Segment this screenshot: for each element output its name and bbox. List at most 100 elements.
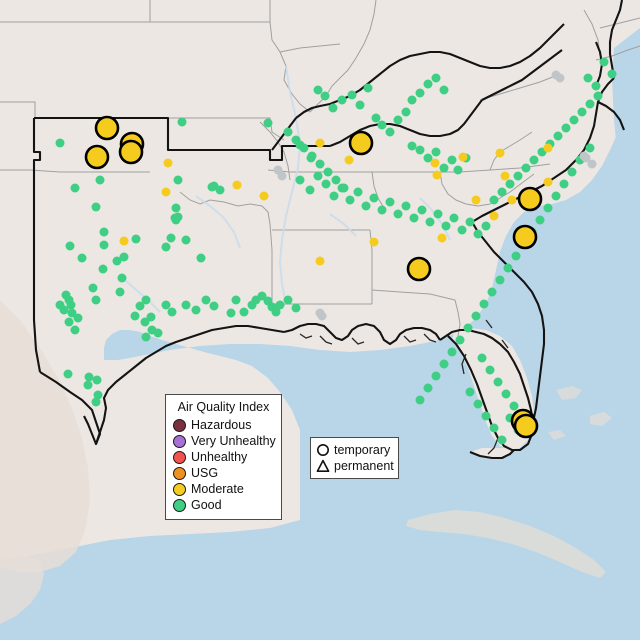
site-marker[interactable] — [493, 377, 503, 387]
site-marker[interactable] — [497, 435, 507, 445]
highlighted-site-marker[interactable] — [94, 115, 120, 141]
site-marker[interactable] — [487, 287, 497, 297]
site-marker[interactable] — [431, 73, 441, 83]
site-marker[interactable] — [587, 159, 597, 169]
site-marker[interactable] — [543, 203, 553, 213]
site-marker[interactable] — [489, 423, 499, 433]
site-marker[interactable] — [479, 299, 489, 309]
site-marker[interactable] — [393, 115, 403, 125]
site-marker[interactable] — [471, 311, 481, 321]
site-marker[interactable] — [553, 131, 563, 141]
site-marker[interactable] — [481, 411, 491, 421]
site-marker[interactable] — [543, 143, 553, 153]
site-marker[interactable] — [173, 175, 183, 185]
highlighted-site-marker[interactable] — [513, 413, 539, 439]
site-marker[interactable] — [437, 233, 447, 243]
site-marker[interactable] — [61, 290, 71, 300]
site-marker[interactable] — [457, 225, 467, 235]
site-marker[interactable] — [415, 88, 425, 98]
site-marker[interactable] — [567, 167, 577, 177]
site-marker[interactable] — [91, 202, 101, 212]
legend-item-moderate[interactable]: Moderate — [173, 481, 274, 497]
site-marker[interactable] — [439, 163, 449, 173]
site-marker[interactable] — [415, 145, 425, 155]
site-marker[interactable] — [130, 311, 140, 321]
site-marker[interactable] — [543, 177, 553, 187]
site-marker[interactable] — [431, 147, 441, 157]
site-marker[interactable] — [321, 179, 331, 189]
site-marker[interactable] — [377, 205, 387, 215]
legend-item-very-unhealthy[interactable]: Very Unhealthy — [173, 433, 276, 449]
highlighted-site-marker[interactable] — [348, 130, 374, 156]
site-marker[interactable] — [283, 127, 293, 137]
site-marker[interactable] — [593, 91, 603, 101]
site-marker[interactable] — [551, 191, 561, 201]
site-marker[interactable] — [329, 191, 339, 201]
highlighted-site-marker[interactable] — [406, 256, 432, 282]
site-marker[interactable] — [140, 317, 150, 327]
site-marker[interactable] — [171, 203, 181, 213]
site-marker[interactable] — [591, 81, 601, 91]
site-marker[interactable] — [401, 107, 411, 117]
site-marker[interactable] — [226, 308, 236, 318]
site-marker[interactable] — [181, 235, 191, 245]
site-marker[interactable] — [95, 175, 105, 185]
site-marker[interactable] — [257, 291, 267, 301]
site-marker[interactable] — [423, 79, 433, 89]
site-marker[interactable] — [267, 302, 277, 312]
site-marker[interactable] — [355, 100, 365, 110]
site-marker[interactable] — [99, 227, 109, 237]
site-marker[interactable] — [73, 313, 83, 323]
site-marker[interactable] — [477, 353, 487, 363]
site-marker[interactable] — [135, 301, 145, 311]
site-marker[interactable] — [295, 175, 305, 185]
site-marker[interactable] — [77, 253, 87, 263]
site-marker[interactable] — [497, 187, 507, 197]
site-marker[interactable] — [529, 155, 539, 165]
site-marker[interactable] — [377, 120, 387, 130]
site-marker[interactable] — [449, 213, 459, 223]
highlighted-site-marker[interactable] — [118, 139, 144, 165]
site-marker[interactable] — [92, 375, 102, 385]
site-marker[interactable] — [231, 295, 241, 305]
site-marker[interactable] — [167, 307, 177, 317]
site-marker[interactable] — [409, 213, 419, 223]
site-marker[interactable] — [141, 332, 151, 342]
site-marker[interactable] — [559, 179, 569, 189]
site-marker[interactable] — [88, 283, 98, 293]
site-marker[interactable] — [299, 143, 309, 153]
site-marker[interactable] — [447, 155, 457, 165]
site-marker[interactable] — [305, 185, 315, 195]
site-marker[interactable] — [344, 155, 354, 165]
site-marker[interactable] — [170, 213, 180, 223]
site-marker[interactable] — [431, 371, 441, 381]
site-marker[interactable] — [407, 141, 417, 151]
site-marker[interactable] — [607, 69, 617, 79]
site-marker[interactable] — [599, 57, 609, 67]
site-marker[interactable] — [407, 95, 417, 105]
site-marker[interactable] — [291, 303, 301, 313]
site-marker[interactable] — [385, 127, 395, 137]
site-marker[interactable] — [112, 256, 122, 266]
site-marker[interactable] — [63, 369, 73, 379]
site-marker[interactable] — [83, 380, 93, 390]
site-marker[interactable] — [315, 256, 325, 266]
site-marker[interactable] — [59, 305, 69, 315]
site-marker[interactable] — [55, 138, 65, 148]
site-marker[interactable] — [337, 95, 347, 105]
site-marker[interactable] — [181, 300, 191, 310]
site-marker[interactable] — [363, 83, 373, 93]
highlighted-site-marker[interactable] — [84, 144, 110, 170]
site-marker[interactable] — [393, 209, 403, 219]
site-marker[interactable] — [439, 85, 449, 95]
site-marker[interactable] — [146, 312, 156, 322]
site-marker[interactable] — [500, 171, 510, 181]
site-marker[interactable] — [385, 197, 395, 207]
site-marker[interactable] — [432, 170, 442, 180]
site-marker[interactable] — [70, 325, 80, 335]
site-marker[interactable] — [339, 183, 349, 193]
site-marker[interactable] — [430, 158, 440, 168]
site-marker[interactable] — [585, 99, 595, 109]
legend-item-good[interactable]: Good — [173, 497, 274, 513]
site-marker[interactable] — [583, 73, 593, 83]
